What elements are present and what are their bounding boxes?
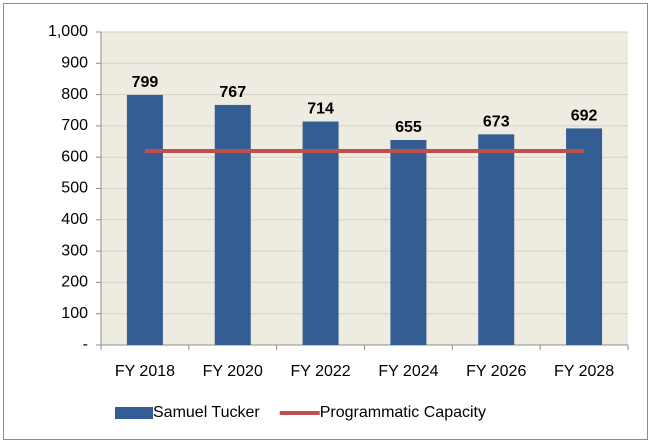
bar bbox=[126, 94, 163, 346]
y-tick-label: 100 bbox=[61, 305, 88, 322]
data-label: 714 bbox=[307, 101, 334, 118]
data-label: 673 bbox=[483, 114, 510, 131]
y-tick-label: 400 bbox=[61, 211, 88, 228]
bar bbox=[302, 121, 339, 345]
y-tick-label: 200 bbox=[61, 274, 88, 291]
x-tick-label: FY 2020 bbox=[203, 363, 263, 380]
bar bbox=[390, 139, 427, 345]
y-tick-label: 300 bbox=[61, 242, 88, 259]
data-label: 655 bbox=[395, 119, 422, 136]
bar bbox=[566, 128, 603, 345]
x-tick-label: FY 2026 bbox=[466, 363, 526, 380]
data-label: 799 bbox=[132, 74, 159, 91]
x-tick-label: FY 2028 bbox=[554, 363, 614, 380]
legend-label: Programmatic Capacity bbox=[320, 404, 486, 421]
bar bbox=[214, 104, 251, 345]
y-tick-label: 1,000 bbox=[48, 23, 88, 40]
x-tick-label: FY 2024 bbox=[378, 363, 438, 380]
y-tick-label: 600 bbox=[61, 148, 88, 165]
x-tick-label: FY 2018 bbox=[115, 363, 175, 380]
data-label: 767 bbox=[219, 84, 246, 101]
y-tick-label: 800 bbox=[61, 86, 88, 103]
legend-swatch bbox=[115, 407, 153, 419]
y-tick-label: - bbox=[83, 336, 88, 353]
y-tick-label: 700 bbox=[61, 117, 88, 134]
bar bbox=[478, 134, 515, 345]
legend-label: Samuel Tucker bbox=[153, 404, 260, 421]
y-tick-label: 500 bbox=[61, 180, 88, 197]
y-tick-label: 900 bbox=[61, 55, 88, 72]
x-tick-label: FY 2022 bbox=[290, 363, 350, 380]
data-label: 692 bbox=[571, 108, 598, 125]
